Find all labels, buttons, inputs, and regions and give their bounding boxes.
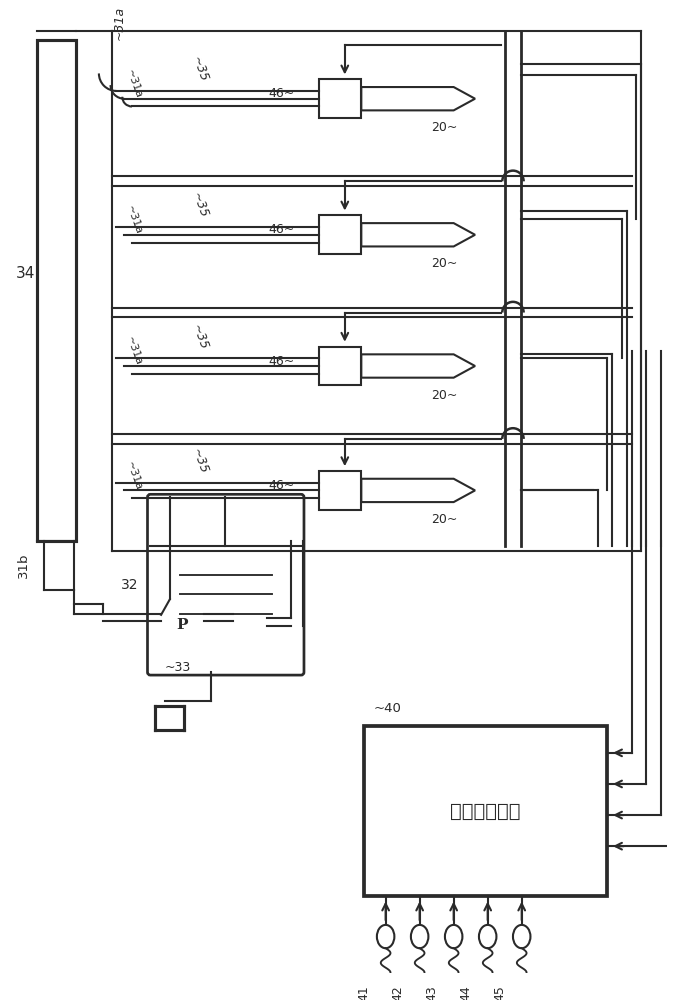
Text: ~31a: ~31a [124, 460, 144, 492]
Text: 20~: 20~ [431, 389, 457, 402]
Text: 20~: 20~ [431, 513, 457, 526]
Text: 41: 41 [357, 985, 370, 1000]
Text: 20~: 20~ [431, 257, 457, 270]
Bar [318, 215, 362, 254]
Text: ~33: ~33 [164, 661, 191, 674]
Text: P: P [176, 618, 188, 632]
Text: 34: 34 [16, 266, 36, 281]
Text: ~35: ~35 [189, 55, 210, 84]
Polygon shape [362, 87, 475, 110]
Text: ~35: ~35 [189, 322, 210, 352]
Polygon shape [362, 223, 475, 246]
Text: 电子控制单元: 电子控制单元 [450, 802, 521, 821]
Text: ~35: ~35 [189, 191, 210, 220]
Polygon shape [362, 354, 475, 378]
Text: 32: 32 [121, 578, 139, 592]
Text: ~35: ~35 [189, 447, 210, 476]
Ellipse shape [479, 925, 496, 948]
Bar [364, 726, 607, 896]
Circle shape [161, 604, 204, 647]
Ellipse shape [445, 925, 462, 948]
Polygon shape [362, 479, 475, 502]
Text: ~31a: ~31a [124, 336, 144, 367]
Text: ~40: ~40 [374, 702, 402, 715]
Text: 42: 42 [391, 985, 404, 1000]
Text: 46~: 46~ [268, 223, 294, 236]
Text: 46~: 46~ [268, 87, 294, 100]
Ellipse shape [377, 925, 394, 948]
Text: 45: 45 [493, 985, 506, 1000]
Text: ~31a: ~31a [124, 204, 144, 236]
Polygon shape [233, 610, 267, 629]
Text: ~31a: ~31a [124, 68, 144, 100]
Text: 31b: 31b [17, 553, 30, 578]
Text: 44: 44 [459, 985, 472, 1000]
Bar [318, 347, 362, 385]
Text: 20~: 20~ [431, 121, 457, 134]
Ellipse shape [411, 925, 429, 948]
Bar [318, 79, 362, 118]
Text: ~31a: ~31a [112, 6, 126, 40]
Bar [37, 40, 76, 541]
Bar [318, 471, 362, 510]
Text: 43: 43 [425, 985, 438, 1000]
Ellipse shape [513, 925, 531, 948]
Text: 46~: 46~ [268, 479, 294, 492]
FancyBboxPatch shape [147, 494, 304, 675]
Text: 46~: 46~ [268, 355, 294, 368]
